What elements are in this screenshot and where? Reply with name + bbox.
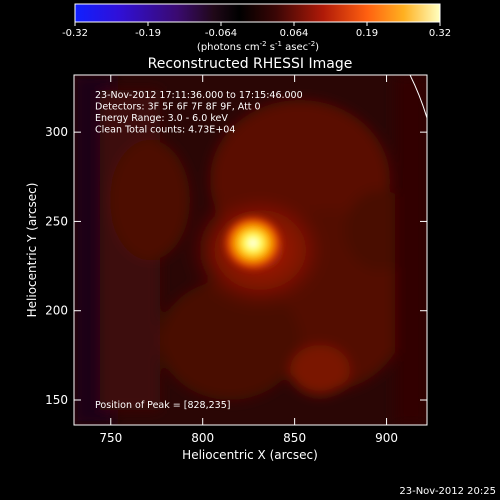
y-tick-label: 150 [45,393,68,407]
x-axis-label: Heliocentric X (arcsec) [182,448,318,462]
info-line: Energy Range: 3.0 - 6.0 keV [95,113,228,124]
colorbar-tick-label: -0.19 [135,28,161,39]
y-tick-label: 200 [45,304,68,318]
x-tick-label: 850 [283,431,306,445]
colorbar-units: (photons cm-2 s-1 asec-2) [197,40,319,53]
x-tick-label: 800 [191,431,214,445]
plot-frame [73,74,428,426]
image-title: Reconstructed RHESSI Image [148,56,353,72]
rhessi-image [74,75,427,425]
y-axis-label: Heliocentric Y (arcsec) [25,183,39,318]
colorbar [74,3,441,23]
x-tick-label: 750 [99,431,122,445]
info-line: Clean Total counts: 4.73E+04 [95,125,235,136]
x-tick-label: 900 [375,431,398,445]
colorbar-tick-label: 0.19 [356,28,378,39]
y-axis-ticks: 150 200 250 300 [45,125,427,407]
colorbar-tick-label: -0.32 [62,28,88,39]
info-line: Detectors: 3F 5F 6F 7F 8F 9F, Att 0 [95,102,261,113]
info-line: 23-Nov-2012 17:11:36.000 to 17:15:46.000 [95,90,303,101]
colorbar-tick-label: 0.32 [429,28,451,39]
y-tick-label: 300 [45,125,68,139]
footer-timestamp: 23-Nov-2012 20:25 [399,486,496,497]
colorbar-ticks: -0.32 -0.19 -0.064 0.064 0.19 0.32 [62,22,451,39]
y-tick-label: 250 [45,214,68,228]
peak-position-label: Position of Peak = [828,235] [95,400,230,411]
info-text: 23-Nov-2012 17:11:36.000 to 17:15:46.000… [95,90,303,136]
colorbar-tick-label: -0.064 [205,28,237,39]
x-axis-ticks: 750 800 850 900 [99,75,398,445]
colorbar-tick-label: 0.064 [280,28,309,39]
